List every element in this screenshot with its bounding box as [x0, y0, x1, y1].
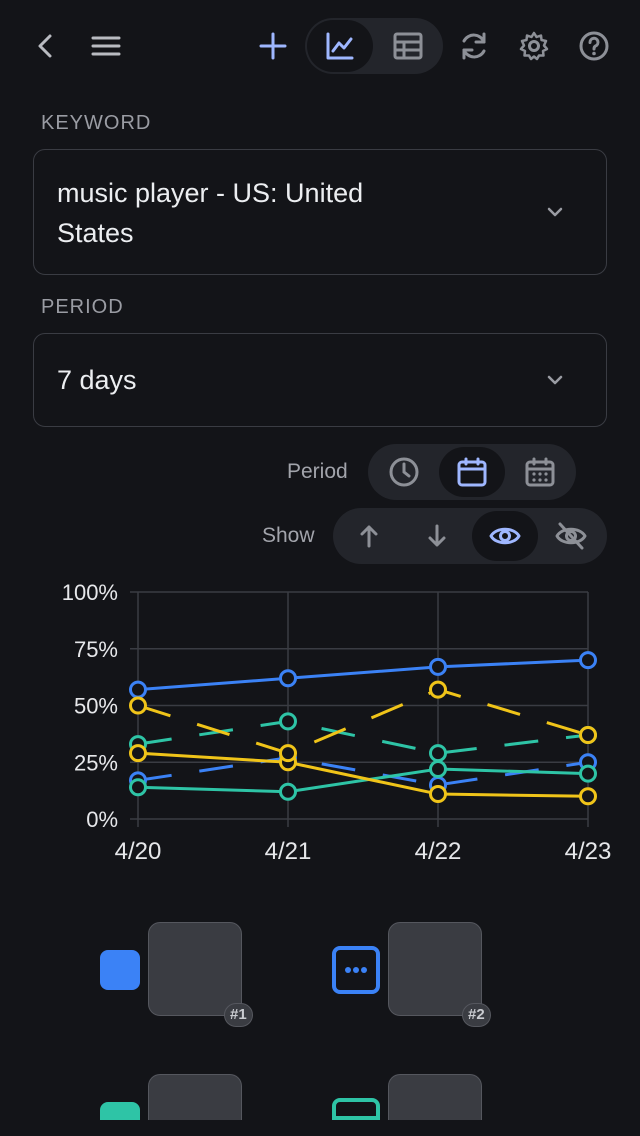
series-1-point [279, 669, 297, 688]
series-3-point [429, 760, 447, 779]
series-5-point [429, 785, 447, 804]
period-option-calendar[interactable] [439, 447, 505, 497]
settings-button[interactable] [512, 24, 556, 68]
show-option-up[interactable] [336, 511, 402, 561]
show-option-visible[interactable] [472, 511, 538, 561]
series-3-point [279, 782, 297, 801]
chevron-left-icon [38, 34, 52, 58]
refresh-icon [462, 32, 486, 60]
period-value: 7 days [57, 365, 137, 395]
period-segment [368, 444, 576, 500]
question-circle-icon [579, 31, 609, 61]
series-3-point [579, 764, 597, 783]
y-tick-label: 75% [74, 637, 118, 662]
plus-icon [259, 32, 287, 60]
table-icon [393, 32, 423, 60]
more-dots-icon [345, 967, 367, 973]
x-tick-label: 4/23 [565, 838, 612, 865]
show-segment-label: Show [262, 524, 315, 547]
keyword-label: KEYWORD [41, 112, 152, 134]
arrow-up-icon [360, 525, 378, 548]
menu-button[interactable] [84, 24, 128, 68]
eye-icon [489, 527, 521, 545]
series-4-point [429, 744, 447, 763]
series-6-point [579, 726, 597, 745]
series-line-2 [137, 756, 589, 787]
line-chart-icon [326, 32, 354, 60]
legend-swatch-2[interactable] [332, 946, 380, 994]
app-thumbnail-3[interactable] [148, 1074, 242, 1120]
show-option-hidden[interactable] [538, 511, 604, 561]
legend-swatch-1[interactable] [100, 950, 140, 990]
rank-badge-2: #2 [462, 1003, 491, 1027]
x-tick-label: 4/22 [415, 838, 462, 865]
refresh-button[interactable] [452, 24, 496, 68]
y-tick-label: 0% [86, 807, 118, 832]
period-segment-label: Period [287, 460, 348, 483]
y-tick-label: 100% [62, 580, 118, 605]
y-tick-label: 25% [74, 750, 118, 775]
series-5-point [129, 744, 147, 763]
chart-view-button[interactable] [318, 24, 362, 68]
app-thumbnail-4[interactable] [388, 1074, 482, 1120]
chevron-down-icon [547, 375, 563, 385]
clock-icon [389, 457, 419, 487]
back-button[interactable] [24, 24, 68, 68]
rank-badge-1: #1 [224, 1003, 253, 1027]
ranking-line-chart: 0% 25% 50% 75% 100% 4/20 4/21 4/22 4/23 [62, 580, 612, 865]
x-tick-label: 4/20 [115, 838, 162, 865]
period-option-clock[interactable] [371, 447, 437, 497]
series-line-3 [137, 767, 589, 794]
legend-swatch-4[interactable] [332, 1098, 380, 1120]
keyword-select[interactable]: music player - US: United States [33, 149, 607, 275]
series-line-4 [137, 719, 589, 755]
x-tick-label: 4/21 [265, 838, 312, 865]
calendar-icon [457, 457, 487, 487]
show-option-down[interactable] [404, 511, 470, 561]
arrow-down-icon [428, 524, 446, 547]
y-tick-label: 50% [74, 694, 118, 719]
help-button[interactable] [572, 24, 616, 68]
series-1-point [579, 651, 597, 670]
series-line-1 [137, 658, 589, 692]
keyword-value-line2: States [57, 218, 134, 248]
series-6-point [129, 696, 147, 715]
eye-off-icon [555, 522, 587, 550]
legend-swatch-3[interactable] [100, 1102, 140, 1120]
app-thumbnail-1[interactable] [148, 922, 242, 1016]
app-thumbnail-2[interactable] [388, 922, 482, 1016]
gear-icon [519, 31, 549, 61]
top-toolbar [0, 0, 640, 92]
period-select[interactable]: 7 days [33, 333, 607, 427]
series-line-5 [137, 751, 589, 798]
period-option-calendar-grid[interactable] [507, 447, 573, 497]
series-3-point [129, 778, 147, 797]
series-1-point [429, 657, 447, 676]
table-view-button[interactable] [386, 24, 430, 68]
keyword-value-line1: music player - US: United [57, 178, 364, 208]
series-6-point [429, 680, 447, 699]
show-segment [333, 508, 607, 564]
series-line-6 [137, 688, 589, 755]
chevron-down-icon [547, 207, 563, 217]
hamburger-menu-icon [91, 36, 121, 56]
series-1-point [129, 680, 147, 699]
calendar-grid-icon [525, 457, 555, 487]
series-5-point [579, 787, 597, 806]
series-4-point [279, 712, 297, 731]
series-6-point [279, 744, 297, 763]
add-button[interactable] [251, 24, 295, 68]
period-label: PERIOD [41, 296, 124, 318]
